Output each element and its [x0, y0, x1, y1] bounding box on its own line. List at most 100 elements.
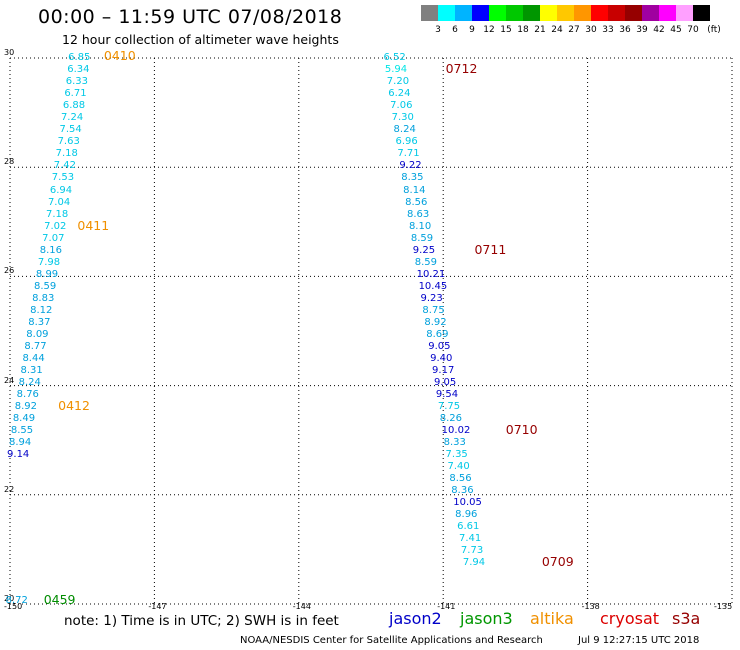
wave-height-value: 8.63: [407, 208, 430, 220]
wave-height-value: 8.24: [393, 124, 416, 136]
wave-height-value: 6.96: [395, 136, 418, 148]
wave-height-value: 8.59: [414, 256, 437, 268]
wave-height-value: 7.35: [445, 448, 468, 460]
wave-height-value: 6.33: [65, 76, 89, 88]
wave-height-value: 7.40: [447, 460, 470, 472]
pass-time-label: 0412: [58, 397, 90, 413]
wave-height-value: 7.20: [386, 76, 410, 88]
latitude-tick-label: 24: [4, 375, 15, 385]
wave-height-value: 7.07: [42, 232, 65, 244]
colorbar-swatch: [557, 5, 574, 21]
colorbar-swatch: [523, 5, 540, 21]
wave-height-value: 8.56: [449, 472, 472, 484]
colorbar-label: 33: [602, 25, 614, 35]
colorbar-label: 45: [670, 25, 682, 35]
wave-height-value: 9.05: [428, 340, 451, 352]
wave-height-value: 6.52: [383, 52, 406, 63]
colorbar-label: 27: [568, 25, 580, 35]
wave-height-value: 9.05: [433, 376, 457, 388]
wave-height-value: 8.59: [410, 232, 434, 244]
colorbar-label: 9: [469, 25, 475, 35]
longitude-tick-label: -135: [714, 602, 733, 611]
wave-height-value: 8.37: [28, 316, 51, 328]
colorbar-label: 42: [653, 25, 665, 35]
wave-height-value: 8.96: [455, 509, 478, 520]
wave-height-value: 9.14: [7, 448, 30, 460]
latitude-tick-label: 20: [4, 594, 15, 603]
wave-height-value: 8.92: [424, 316, 447, 328]
wave-height-value: 8.72: [5, 595, 28, 607]
pass-time-label: 0712: [445, 61, 478, 76]
wave-height-value: 9.22: [399, 160, 422, 172]
colorbar-label: 21: [534, 25, 546, 35]
wave-height-value: 8.26: [439, 412, 463, 424]
wave-height-value: 8.94: [8, 436, 32, 448]
wave-height-value: 8.24: [18, 376, 41, 388]
wave-height-value: 6.34: [67, 64, 90, 75]
satellite-legend-jason2: jason2: [389, 609, 442, 628]
wave-height-value: 6.24: [388, 88, 411, 100]
colorbar-label: 12: [483, 25, 495, 35]
colorbar-swatch: [625, 5, 642, 21]
wave-height-value: 7.73: [460, 545, 484, 557]
longitude-tick-label: -144: [292, 602, 311, 611]
wave-height-value: 8.76: [16, 388, 39, 400]
longitude-tick-label: -147: [148, 602, 167, 611]
wave-height-value: 8.16: [39, 244, 63, 256]
latitude-tick-label: 28: [4, 157, 15, 167]
wave-height-value: 7.18: [46, 208, 69, 220]
pass-time-label: 0411: [77, 217, 110, 233]
wave-height-value: 7.18: [55, 148, 78, 160]
wave-height-value: 8.10: [408, 220, 432, 232]
wave-height-value: 7.71: [397, 148, 420, 160]
wave-height-value: 8.31: [20, 364, 43, 376]
wave-height-value: 8.99: [35, 268, 59, 280]
colorbar-swatch: [438, 5, 455, 21]
colorbar-swatch: [693, 5, 710, 21]
map-title: 00:00 – 11:59 UTC 07/08/2018: [38, 6, 343, 28]
wave-height-value: 9.54: [435, 388, 459, 400]
colorbar-label: 30: [585, 25, 597, 35]
satellite-legend-altika: altika: [530, 609, 574, 628]
colorbar-swatch: [506, 5, 523, 21]
colorbar-swatch: [455, 5, 472, 21]
wave-height-value: 5.94: [384, 64, 408, 75]
wave-height-value: 8.83: [32, 292, 55, 304]
wave-height-value: 6.94: [49, 184, 73, 196]
colorbar-swatch: [574, 5, 591, 21]
wave-height-value: 9.17: [432, 364, 455, 376]
wave-height-value: 9.23: [420, 292, 443, 304]
credit-text: NOAA/NESDIS Center for Satellite Applica…: [240, 635, 543, 646]
wave-height-value: 6.71: [64, 88, 87, 100]
wave-height-value: 8.69: [426, 328, 449, 340]
wave-height-value: 6.88: [62, 100, 86, 112]
wave-height-value: 8.56: [405, 196, 428, 208]
longitude-tick-label: -138: [581, 602, 600, 611]
colorbar-swatch: [642, 5, 659, 21]
wave-height-value: 6.61: [457, 521, 480, 532]
timestamp-text: Jul 9 12:27:15 UTC 2018: [578, 635, 700, 646]
wave-height-value: 7.24: [60, 112, 84, 124]
wave-height-value: 7.42: [53, 160, 76, 172]
colorbar-swatch: [608, 5, 625, 21]
wave-height-value: 6.85: [68, 52, 91, 63]
colorbar-label: 24: [551, 25, 563, 35]
colorbar-label: 36: [619, 25, 631, 35]
latitude-tick-label: 26: [4, 266, 15, 276]
colorbar-swatch: [421, 5, 438, 21]
map-subtitle: 12 hour collection of altimeter wave hei…: [62, 32, 339, 47]
longitude-tick-label: -150: [4, 602, 23, 611]
wave-height-value: 10.05: [453, 496, 482, 508]
colorbar-label: 39: [636, 25, 648, 35]
wave-height-value: 10.45: [418, 280, 448, 292]
wave-height-value: 8.92: [14, 400, 37, 412]
wave-height-value: 7.30: [391, 112, 414, 124]
wave-height-value: 8.33: [443, 436, 466, 448]
wave-height-value: 7.53: [51, 172, 75, 184]
wave-height-value: 8.44: [22, 352, 45, 364]
colorbar-swatch: [472, 5, 489, 21]
wave-height-value: 7.02: [44, 220, 67, 232]
satellite-legend-s3a: s3a: [672, 609, 701, 628]
pass-time-label: 0459: [43, 592, 76, 608]
